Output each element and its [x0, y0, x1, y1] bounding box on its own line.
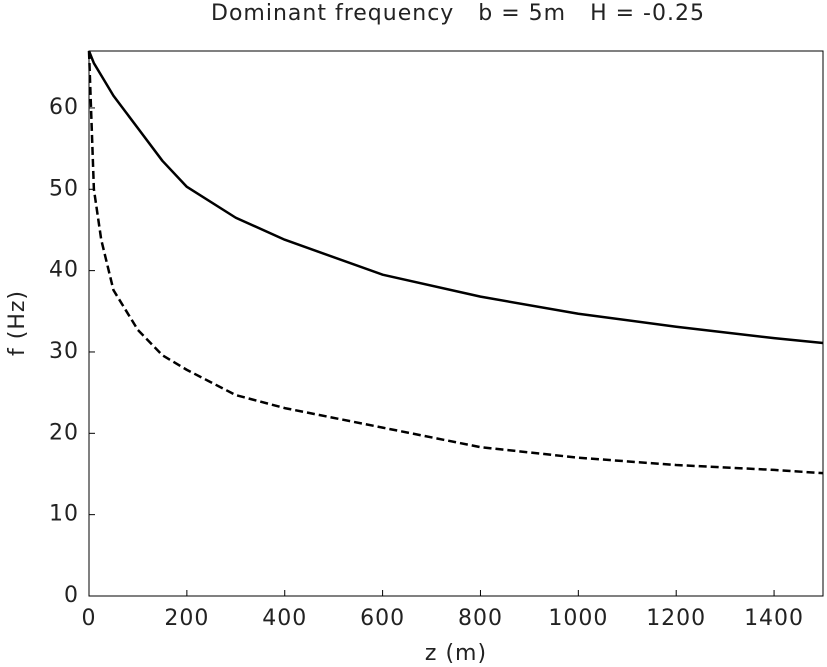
x-tick-label: 400 — [262, 606, 307, 631]
y-tick-label: 30 — [49, 339, 79, 364]
y-tick-label: 10 — [49, 502, 79, 527]
y-tick-label: 0 — [64, 583, 79, 608]
y-tick-label: 60 — [49, 95, 79, 120]
x-tick-label: 0 — [82, 606, 97, 631]
x-tick-label: 1000 — [548, 606, 608, 631]
x-tick-label: 1400 — [744, 606, 804, 631]
y-tick-label: 40 — [49, 258, 79, 283]
line-series — [87, 50, 824, 345]
line-series — [87, 50, 824, 475]
x-tick-label: 600 — [360, 606, 405, 631]
x-axis-label: z (m) — [425, 641, 487, 666]
x-tick-label: 200 — [164, 606, 209, 631]
chart-title: Dominant frequency b = 5m H = -0.25 — [211, 1, 705, 26]
y-tick-label: 20 — [49, 420, 79, 445]
x-tick-label: 800 — [458, 606, 503, 631]
plot-frame — [88, 50, 824, 597]
y-axis-label: f (Hz) — [5, 290, 30, 356]
x-tick-label: 1200 — [646, 606, 706, 631]
y-tick-label: 50 — [49, 176, 79, 201]
